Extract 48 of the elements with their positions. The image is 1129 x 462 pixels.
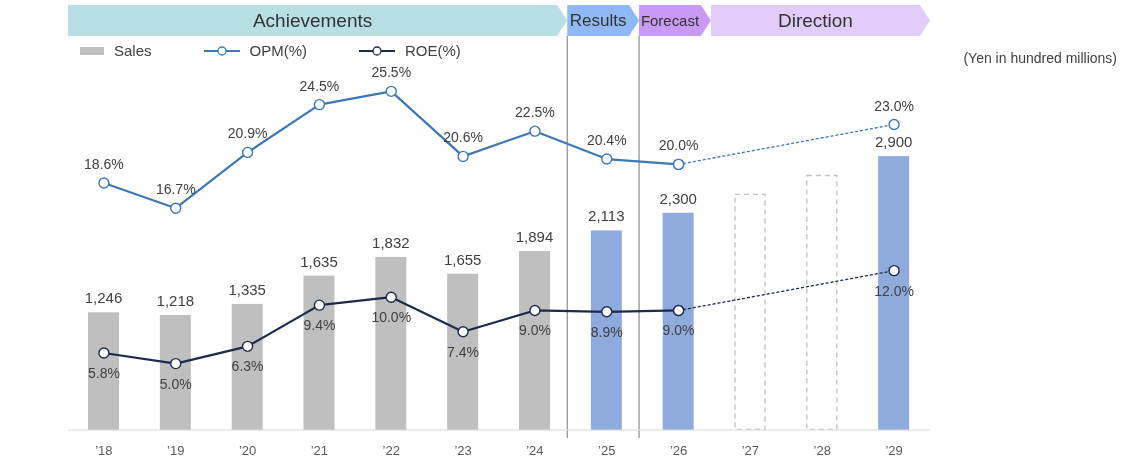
data-label: 9.0% bbox=[662, 322, 695, 339]
x-tick-label: ’25 bbox=[598, 443, 616, 459]
data-label: 24.5% bbox=[299, 77, 340, 94]
data-label: 20.0% bbox=[658, 137, 699, 154]
data-label: 5.0% bbox=[159, 375, 192, 392]
data-label: 18.6% bbox=[84, 155, 124, 172]
data-label: 22.5% bbox=[515, 104, 555, 121]
data-label: 7.4% bbox=[447, 343, 480, 360]
data-label: 1,246 bbox=[84, 289, 123, 307]
data-label: 1,635 bbox=[300, 252, 338, 270]
x-tick-label: ’26 bbox=[669, 443, 688, 459]
x-tick-label: ’29 bbox=[885, 443, 903, 459]
legend-label: Sales bbox=[114, 42, 152, 59]
text: (Yen in hundred millions) bbox=[963, 50, 1117, 66]
band-label: Forecast bbox=[640, 11, 700, 29]
x-tick-label: ’22 bbox=[382, 443, 400, 459]
data-label: 1,655 bbox=[443, 250, 482, 268]
data-label: 2,900 bbox=[874, 133, 913, 151]
x-tick-label: ’24 bbox=[526, 443, 544, 459]
data-label: 2,113 bbox=[588, 207, 625, 225]
data-label: 2,300 bbox=[659, 189, 697, 207]
data-label: 20.6% bbox=[443, 129, 483, 146]
legend-label: OPM(%) bbox=[249, 42, 308, 59]
x-tick-label: ’19 bbox=[167, 443, 185, 459]
data-label: 9.4% bbox=[303, 317, 336, 334]
band-label: Direction bbox=[777, 10, 853, 32]
x-tick-label: ’20 bbox=[238, 443, 257, 459]
x-tick-label: ’21 bbox=[310, 443, 329, 459]
data-label: 1,218 bbox=[156, 291, 195, 309]
data-label: 1,894 bbox=[515, 228, 554, 246]
x-tick-label: ’28 bbox=[813, 443, 831, 459]
x-tick-label: ’23 bbox=[454, 443, 472, 459]
data-label: 23.0% bbox=[874, 97, 914, 114]
data-label: 20.4% bbox=[586, 132, 627, 149]
data-label: 5.8% bbox=[87, 364, 120, 381]
data-label: 25.5% bbox=[371, 64, 412, 81]
data-label: 6.3% bbox=[231, 358, 264, 375]
data-label: 1,335 bbox=[228, 280, 266, 298]
data-label: 9.0% bbox=[518, 322, 551, 339]
band-label: Results bbox=[569, 11, 627, 31]
x-tick-label: ’27 bbox=[741, 443, 760, 459]
data-label: 20.9% bbox=[227, 125, 268, 142]
legend-label: ROE(%) bbox=[405, 42, 461, 59]
x-tick-label: ’18 bbox=[95, 443, 113, 459]
data-label: 1,832 bbox=[372, 233, 410, 251]
data-label: 16.7% bbox=[155, 181, 196, 198]
data-label: 10.0% bbox=[371, 309, 412, 326]
band-label: Achievements bbox=[252, 10, 373, 32]
